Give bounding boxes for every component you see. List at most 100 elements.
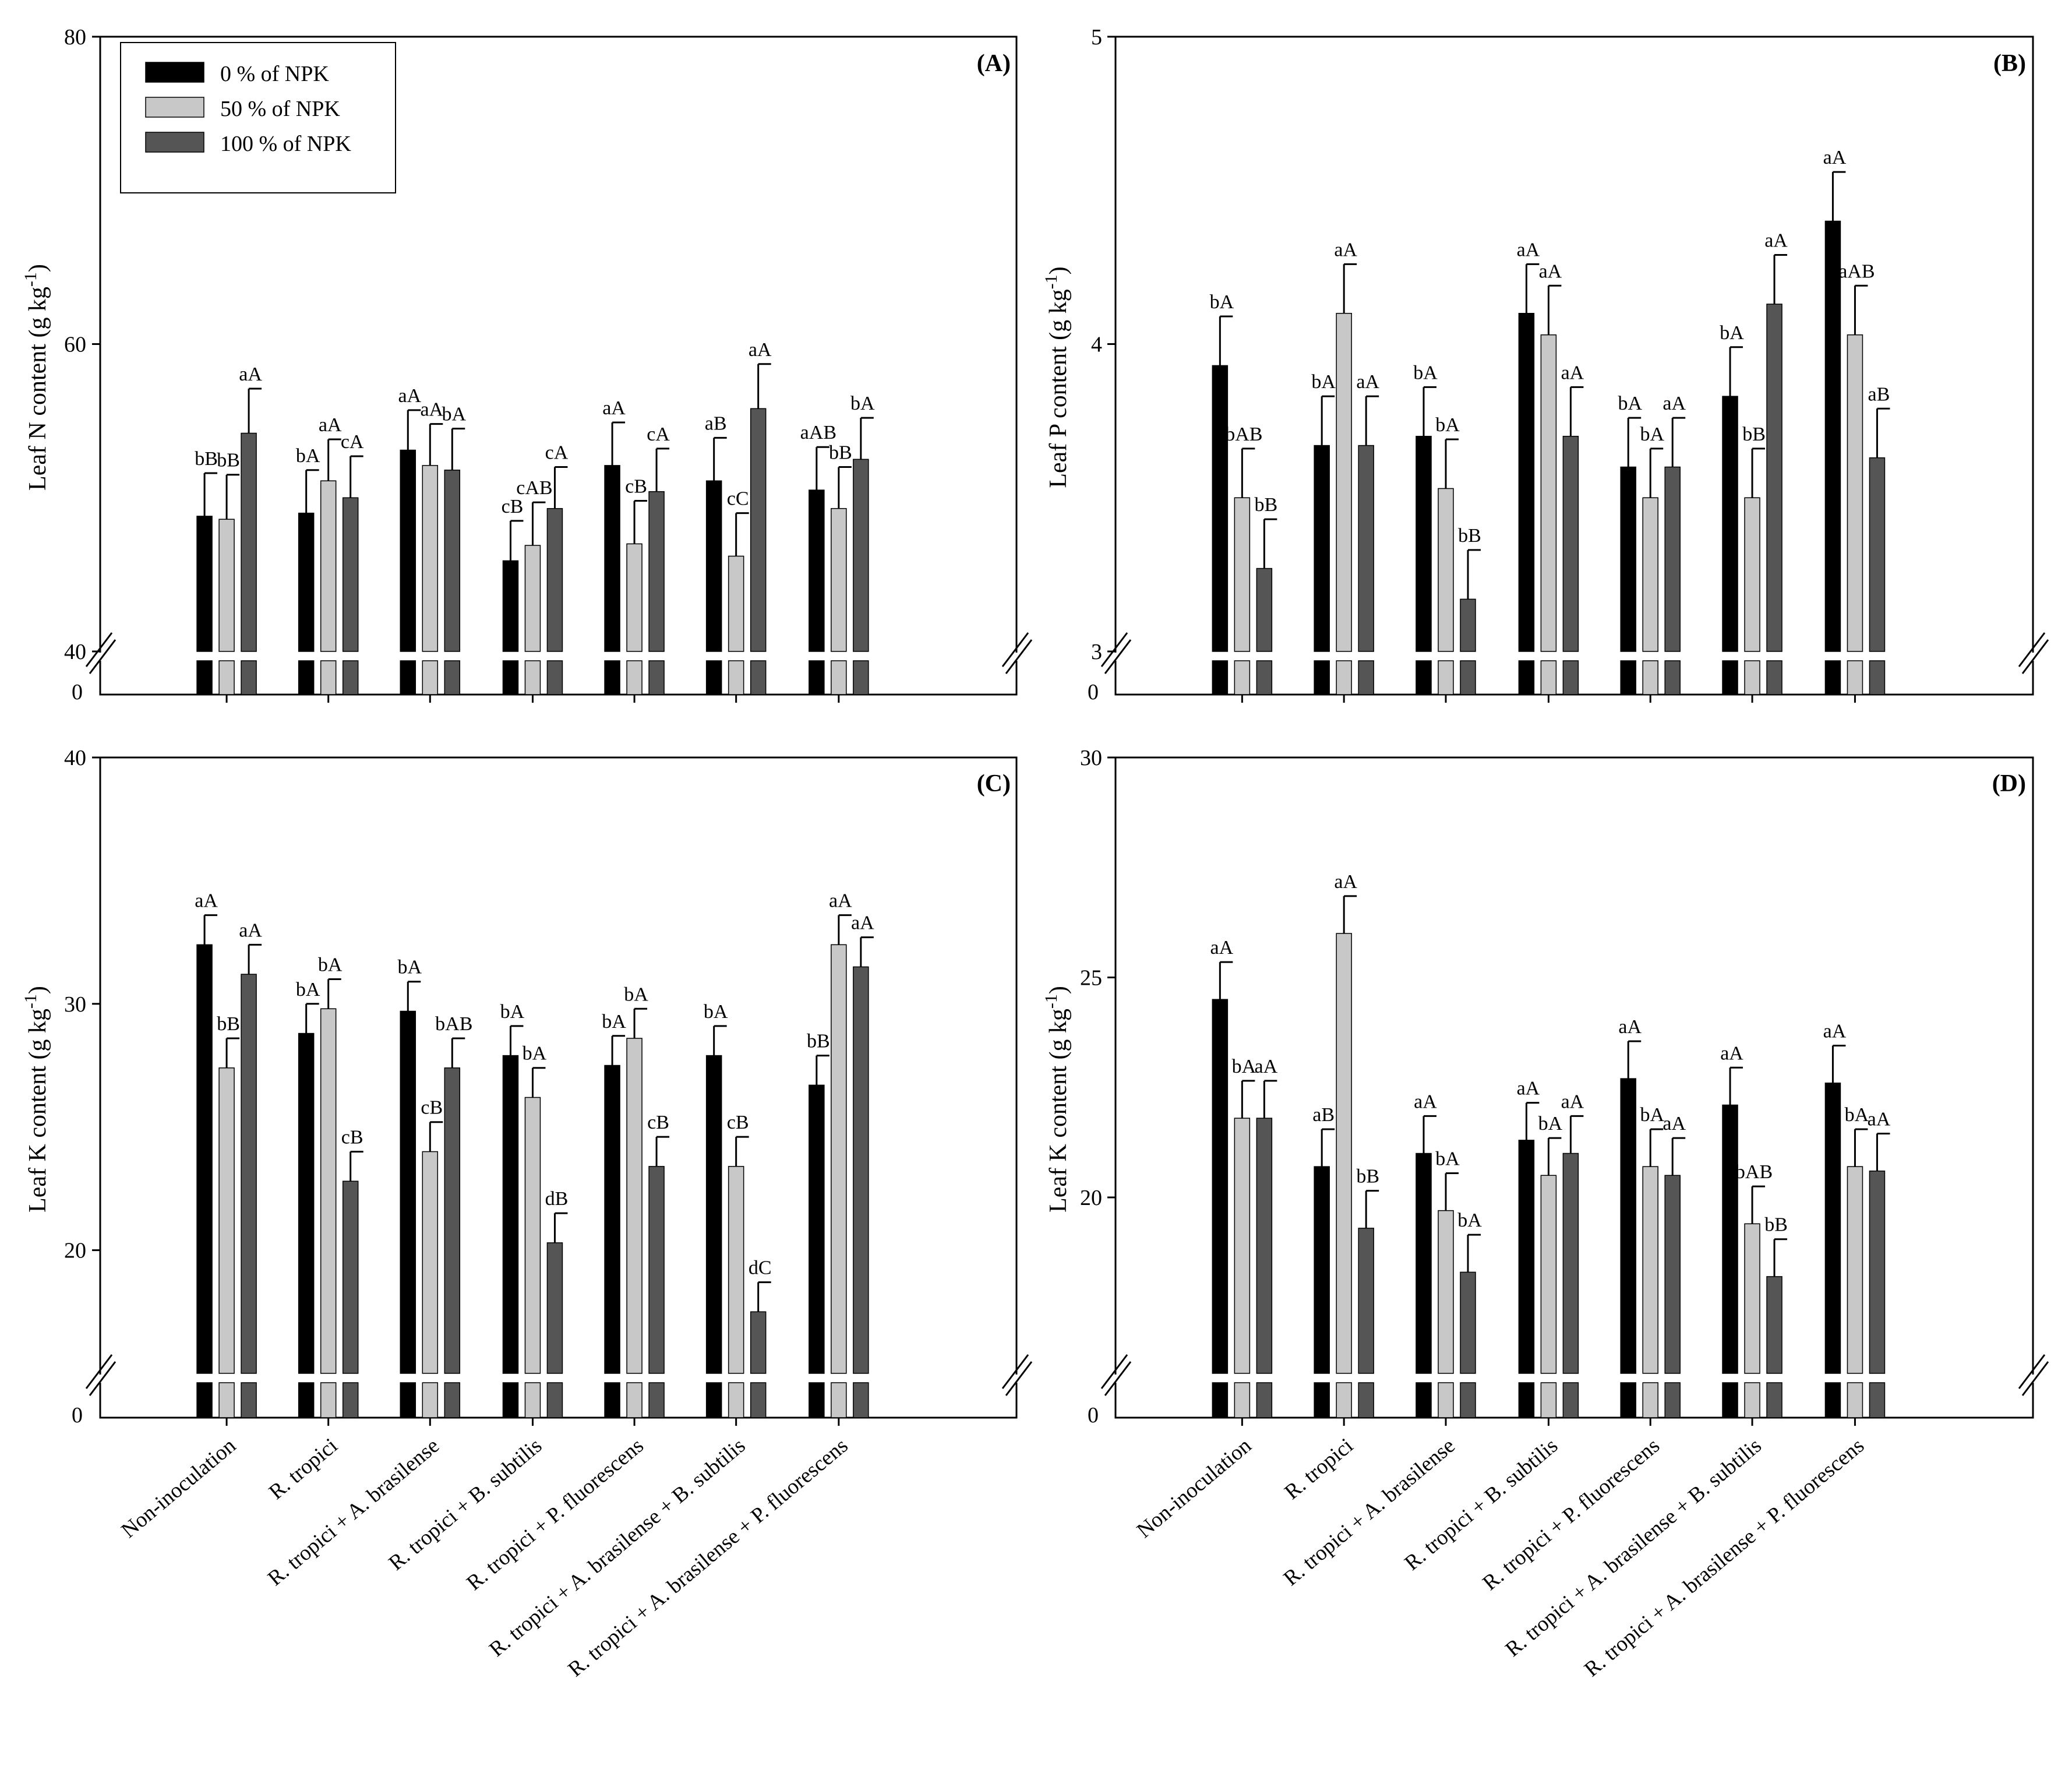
y-axis-label-main: Leaf K content (g kg bbox=[24, 1009, 51, 1213]
panel-label: (B) bbox=[1993, 50, 2026, 77]
data-label: cB bbox=[421, 1097, 443, 1119]
bar bbox=[298, 1032, 315, 1374]
bar-stub bbox=[853, 660, 869, 695]
bar bbox=[422, 465, 439, 652]
bar-stub bbox=[1642, 1382, 1658, 1418]
bar-stub bbox=[1562, 1382, 1579, 1418]
axis-break-slash bbox=[1001, 632, 1029, 667]
bar bbox=[853, 459, 869, 652]
panel-label: (D) bbox=[1992, 770, 2026, 797]
axis-break-slash bbox=[1005, 639, 1033, 674]
data-label: aA bbox=[319, 414, 342, 436]
bar-stub bbox=[1416, 660, 1432, 695]
y-axis-label: Leaf K content (g kg-1) bbox=[1042, 986, 1072, 1213]
data-label: bB bbox=[217, 450, 240, 471]
y-tick-zero-label: 0 bbox=[1088, 680, 1099, 704]
bar bbox=[1664, 1175, 1681, 1374]
data-label: bAB bbox=[435, 1013, 472, 1035]
axis-break-slash bbox=[2021, 639, 2049, 674]
bar bbox=[705, 1055, 722, 1374]
bar-stub bbox=[524, 1382, 541, 1418]
bar bbox=[1562, 436, 1579, 652]
bar bbox=[1212, 999, 1229, 1374]
y-axis-label-main: Leaf N content (g kg bbox=[24, 287, 51, 491]
bar-stub bbox=[422, 660, 439, 695]
data-label: bA bbox=[500, 1001, 525, 1023]
y-axis-label-end: ) bbox=[24, 264, 51, 272]
bar bbox=[1869, 1170, 1886, 1374]
bar-stub bbox=[546, 660, 563, 695]
y-tick-zero-label: 0 bbox=[1088, 1403, 1099, 1428]
data-label: bA bbox=[1413, 362, 1438, 383]
y-tick-label: 5 bbox=[1091, 25, 1102, 50]
data-label: bA bbox=[296, 979, 320, 1000]
y-axis-label: Leaf K content (g kg-1) bbox=[21, 986, 51, 1213]
bar bbox=[1869, 457, 1886, 652]
bar bbox=[546, 508, 563, 652]
bar bbox=[648, 1166, 665, 1374]
bar-stub bbox=[524, 660, 541, 695]
bar-stub bbox=[546, 1382, 563, 1418]
bar-stub bbox=[1438, 1382, 1454, 1418]
axis-break-slash bbox=[1100, 1354, 1128, 1389]
panel-label: (A) bbox=[977, 50, 1011, 77]
bar bbox=[604, 465, 620, 652]
bar bbox=[1847, 1166, 1863, 1374]
bar bbox=[1744, 497, 1760, 652]
bar bbox=[1620, 1078, 1636, 1374]
axis-break-slash bbox=[1005, 1361, 1033, 1396]
legend-swatch bbox=[145, 62, 204, 83]
data-label: bB bbox=[1764, 1214, 1788, 1236]
y-tick-zero-label: 0 bbox=[72, 680, 83, 704]
axis-break-band bbox=[98, 1375, 1019, 1383]
bar-stub bbox=[1620, 1382, 1636, 1418]
bar-stub bbox=[320, 660, 337, 695]
legend-label: 50 % of NPK bbox=[220, 97, 340, 121]
axis-break-slash bbox=[85, 632, 113, 667]
data-label: dC bbox=[749, 1257, 772, 1279]
bar bbox=[524, 545, 541, 652]
data-label: bA bbox=[1210, 291, 1234, 313]
bar bbox=[218, 1067, 235, 1374]
data-label: bA bbox=[1311, 371, 1336, 393]
bar-stub bbox=[342, 660, 359, 695]
y-axis-label: Leaf P content (g kg-1) bbox=[1042, 266, 1072, 488]
legend: 0 % of NPK 50 % of NPK 100 % of NPK bbox=[120, 42, 396, 193]
y-tick-label: 40 bbox=[64, 640, 86, 664]
data-label: aAB bbox=[1838, 260, 1875, 282]
bar bbox=[546, 1242, 563, 1374]
bar bbox=[400, 449, 416, 652]
data-label: aA bbox=[1764, 230, 1788, 252]
axis-break-slash bbox=[2021, 1361, 2049, 1396]
data-label: bA bbox=[602, 1011, 626, 1032]
bar-stub bbox=[1824, 660, 1841, 695]
data-label: bB bbox=[1255, 494, 1278, 516]
y-tick-label: 20 bbox=[1080, 1186, 1102, 1210]
panel-2: 3 4 5 0 Leaf P content (g kg-1) (B) bA bAB bB bA a… bbox=[1042, 25, 2049, 704]
bar-stub bbox=[1336, 1382, 1352, 1418]
data-label: dB bbox=[545, 1188, 569, 1210]
bar-stub bbox=[1540, 1382, 1557, 1418]
data-label: bAB bbox=[1225, 424, 1262, 445]
data-label: bA bbox=[397, 957, 422, 978]
bar-stub bbox=[298, 660, 315, 695]
bar-stub bbox=[1518, 1382, 1535, 1418]
bar bbox=[1518, 1140, 1535, 1374]
bar bbox=[809, 1084, 825, 1374]
legend-swatch bbox=[145, 132, 204, 153]
bar bbox=[1744, 1223, 1760, 1374]
bar-stub bbox=[831, 1382, 847, 1418]
axis-break-slash bbox=[1001, 1354, 1029, 1389]
data-label: cB bbox=[625, 476, 647, 498]
bar bbox=[809, 489, 825, 652]
data-label: bA bbox=[1457, 1210, 1482, 1231]
bar-stub bbox=[1847, 660, 1863, 695]
bar-stub bbox=[604, 660, 620, 695]
bar-stub bbox=[1460, 660, 1476, 695]
bar bbox=[1358, 1228, 1374, 1374]
data-label: cA bbox=[647, 424, 670, 445]
bar-stub bbox=[1212, 1382, 1229, 1418]
data-label: cC bbox=[727, 488, 749, 510]
bar-stub bbox=[1416, 1382, 1432, 1418]
